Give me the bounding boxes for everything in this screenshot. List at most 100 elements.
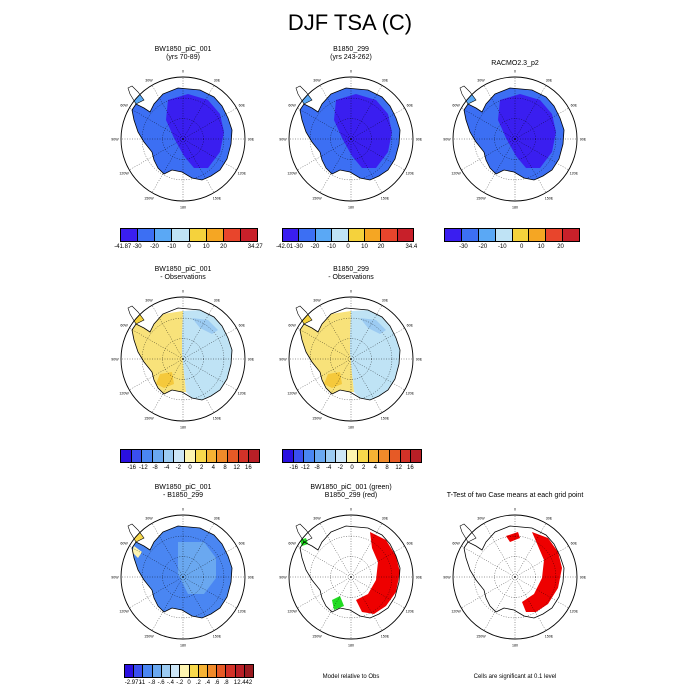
coast-spot <box>132 546 142 558</box>
lon-label: 120W <box>119 610 129 614</box>
coastline <box>131 525 233 619</box>
lon-label: 60E <box>239 104 246 108</box>
map-border <box>288 514 414 640</box>
west-antarctica <box>132 311 186 394</box>
colorbar-label: -8 <box>152 465 158 471</box>
colorbar-cell <box>142 450 154 462</box>
colorbar-cell <box>244 665 254 677</box>
lon-label: 90E <box>580 138 587 142</box>
colorbar-cell <box>336 450 348 462</box>
colorbar-label: 34.4 <box>405 244 418 250</box>
lon-label: 30E <box>214 517 221 521</box>
colorbar-label: 0 <box>187 244 191 250</box>
colorbar-cell <box>189 229 207 241</box>
meridian <box>182 85 215 140</box>
lon-label: 90E <box>248 576 255 580</box>
colorbar-cell <box>495 229 513 241</box>
significant-spot <box>506 532 520 542</box>
meridian <box>151 138 184 193</box>
panel-title: T-Test of two Case means at each grid po… <box>446 492 584 499</box>
colorbar-cell <box>227 450 239 462</box>
lon-label: 150W <box>476 196 486 200</box>
meridian <box>182 138 237 171</box>
lon-label: 30W <box>477 79 485 83</box>
colorbar-label: 20 <box>220 244 227 250</box>
meridian <box>129 576 184 609</box>
coastline <box>299 307 401 401</box>
land-interior <box>334 94 392 168</box>
lon-label: 30W <box>313 299 321 303</box>
colorbar-cell <box>172 229 190 241</box>
lon-label: 180 <box>180 426 186 430</box>
lon-label: 90W <box>279 576 287 580</box>
colorbar-cell <box>207 665 218 677</box>
panel-note: Cells are significant at 0.1 level <box>473 674 557 680</box>
map-panel: B1850_299- Observations 0 30E 60E 90E 120E 150… <box>276 266 426 430</box>
colorbar-cell <box>381 229 398 241</box>
lon-label: 30E <box>546 517 553 521</box>
colorbar-label: -16 <box>289 465 298 471</box>
peninsula-coast <box>295 523 313 543</box>
colorbar-cell <box>512 229 530 241</box>
map-panel: BW1850_piC_001- Observations 0 30E 60E 90E 12… <box>108 266 258 430</box>
meridian <box>182 545 237 578</box>
lon-label: 180 <box>348 644 354 648</box>
polar-map: 0 30E 60E 90E 120E 150E 180 150W 120W 90W 60W 30W <box>279 290 422 430</box>
colorbar-label: -1 <box>139 680 146 686</box>
map-panel: T-Test of two Case means at each grid po… <box>440 492 590 648</box>
lon-label: 90W <box>279 138 287 142</box>
colorbar-cell <box>238 450 250 462</box>
colorbar-label: -30 <box>132 244 142 250</box>
lon-label: 150E <box>545 196 554 200</box>
colorbar-label: 16 <box>244 465 252 471</box>
colorbar-cell <box>283 450 294 462</box>
lon-label: 60E <box>239 542 246 546</box>
colorbar-cell <box>299 229 316 241</box>
lon-label: 0 <box>350 508 352 512</box>
colorbar-cell <box>364 229 382 241</box>
colorbar-cell <box>226 665 236 677</box>
colorbar-cell <box>357 450 369 462</box>
colorbar-label: 8 <box>223 465 227 471</box>
panel-note: Model relative to Obs <box>322 674 380 680</box>
colorbar-label: 12 <box>395 465 402 471</box>
colorbar-cell <box>125 665 135 677</box>
lon-label: 30E <box>546 79 553 83</box>
meridian <box>151 85 184 140</box>
lon-label: 30E <box>382 517 389 521</box>
lon-label: 60W <box>288 542 296 546</box>
lon-label: 90E <box>248 138 255 142</box>
coastline <box>131 87 233 181</box>
lon-label: 120W <box>287 392 297 396</box>
colorbar: -42.01 -30 -20 -10 0 10 20 34.4 <box>276 228 417 252</box>
coastline <box>463 525 565 619</box>
lon-label: 120W <box>287 172 297 176</box>
colorbar-label: -2 <box>175 465 181 471</box>
colorbar-label: 4 <box>373 465 377 471</box>
lon-label: 120E <box>406 172 415 176</box>
colorbar-cell <box>397 229 413 241</box>
colorbar-label: 1 <box>233 680 238 686</box>
panel-title: (yrs 243-262) <box>330 54 372 61</box>
colorbar-label: 20 <box>557 244 564 250</box>
lon-label: 150W <box>312 634 322 638</box>
colorbar-cell <box>411 450 421 462</box>
polar-map: 0 30E 60E 90E 120E 150E 180 150W 120W 90W 60W 30W <box>279 70 422 210</box>
lon-label: 30W <box>313 79 321 83</box>
panel-title: - B1850_299 <box>162 492 204 499</box>
colorbar: -2.971 -1 -.8 -.6 -.4 -.2 0 .2 .4.6.8 1 2.442 <box>124 664 254 688</box>
colorbar-label: 0 <box>187 680 191 686</box>
colorbar-label: -30 <box>459 244 468 250</box>
colorbar-label: 10 <box>361 244 368 250</box>
colorbar-label: -30 <box>294 244 303 250</box>
colorbar-label: -20 <box>478 244 488 250</box>
meridian <box>129 138 184 171</box>
panel-title: BW1850_piC_001 (green) <box>310 484 392 491</box>
colorbar-cell <box>198 665 208 677</box>
lon-label: 90E <box>416 576 423 580</box>
ross-region <box>156 372 174 388</box>
lon-label: 60W <box>452 542 460 546</box>
colorbar-cell <box>131 450 143 462</box>
colorbar-cell <box>143 665 153 677</box>
colorbar-cell <box>163 450 175 462</box>
